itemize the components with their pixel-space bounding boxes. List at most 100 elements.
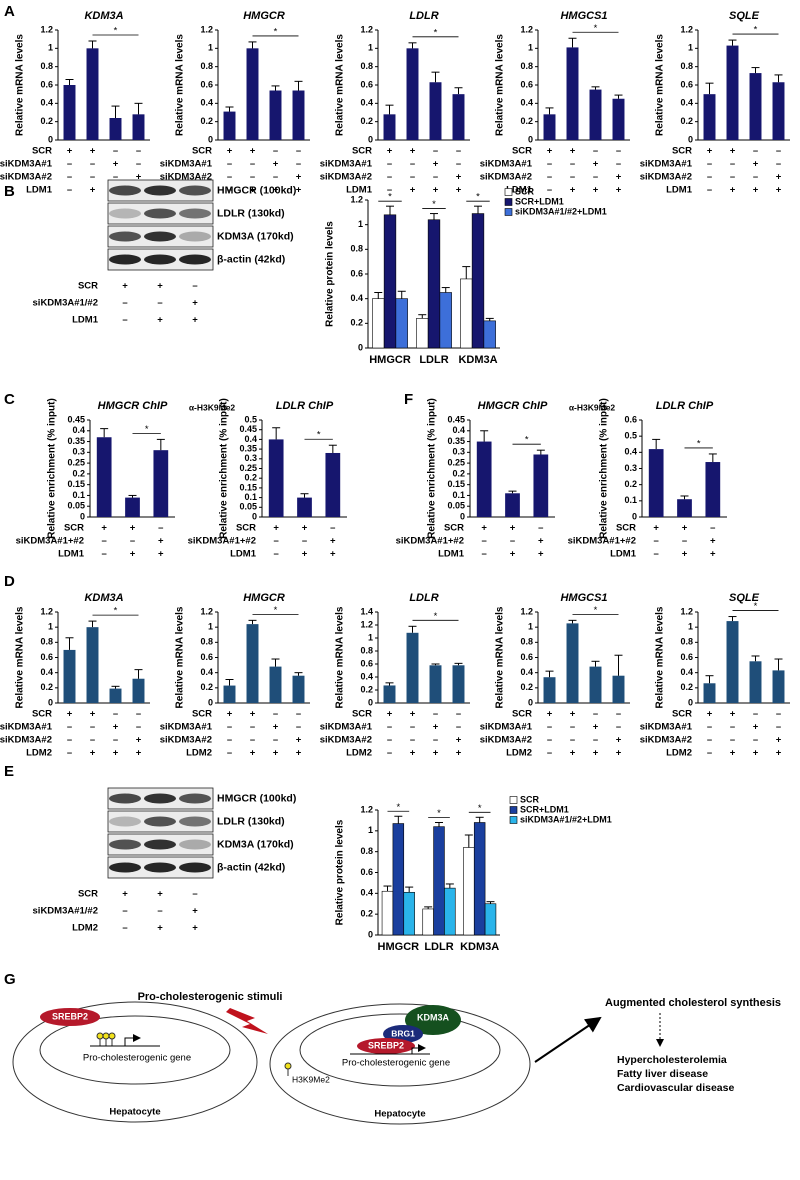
y-tick-label: 0.2	[452, 468, 465, 478]
antibody-label: α-H3K9Me2	[189, 402, 236, 412]
condition-mark: +	[616, 748, 622, 759]
y-tick-label: 0.4	[360, 98, 373, 108]
condition-label: siKDM3A#1	[480, 159, 533, 170]
condition-label: LDM2	[666, 748, 692, 759]
y-tick-label: 1.2	[680, 606, 693, 616]
y-tick-label: 0	[48, 697, 53, 707]
chart-title: LDLR ChIP	[276, 400, 334, 412]
y-tick-label: 0.4	[520, 98, 533, 108]
condition-label: siKDM3A#2	[160, 172, 212, 183]
condition-mark: +	[593, 748, 599, 759]
bar	[484, 903, 497, 936]
condition-mark: –	[547, 172, 552, 183]
bar	[383, 685, 396, 703]
condition-label: siKDM3A#1	[480, 722, 533, 733]
bar	[543, 677, 556, 703]
bar	[452, 665, 465, 703]
condition-mark: –	[433, 146, 438, 157]
y-tick-label: 0.6	[520, 79, 533, 89]
condition-mark: –	[387, 159, 392, 170]
significance: *	[754, 601, 758, 612]
condition-mark: –	[730, 159, 735, 170]
y-tick-label: 0.1	[624, 495, 637, 505]
condition-label: siKDM3A#1/#2	[33, 298, 98, 309]
panel-letter: A	[4, 3, 15, 20]
bar	[749, 73, 762, 140]
significance: *	[432, 199, 436, 210]
lightning	[226, 1008, 268, 1034]
bar	[109, 118, 122, 140]
blot-band	[109, 862, 141, 873]
y-tick-label: 1.2	[680, 24, 693, 34]
panel-letter: B	[4, 183, 15, 200]
y-tick-label: 1	[48, 43, 53, 53]
condition-mark: –	[753, 172, 758, 183]
bar	[268, 439, 284, 517]
condition-mark: +	[593, 185, 599, 196]
chart-title: LDLR	[409, 10, 438, 22]
y-tick-label: 1.2	[40, 24, 53, 34]
y-tick-label: 0.6	[624, 414, 637, 424]
diagram: SREBP2 Pro-cholesterogenic gene Hepatocy…	[12, 991, 781, 1125]
outcome-label: Augmented cholesterol synthesis	[605, 997, 781, 1009]
condition-mark: –	[296, 722, 301, 733]
condition-mark: –	[113, 709, 118, 720]
y-tick-label: 0.2	[40, 116, 53, 126]
y-tick-label: 0.35	[239, 443, 257, 453]
condition-mark: –	[730, 722, 735, 733]
condition-mark: –	[250, 172, 255, 183]
y-tick-label: 0.6	[680, 652, 693, 662]
panel-letter: E	[4, 763, 14, 780]
y-tick-label: 0	[528, 697, 533, 707]
condition-mark: +	[122, 281, 128, 292]
y-tick-label: 0.8	[40, 61, 53, 71]
condition-mark: +	[730, 748, 736, 759]
condition-label: siKDM3A#1	[0, 722, 53, 733]
bar	[483, 320, 496, 349]
bar	[63, 85, 76, 140]
condition-mark: –	[570, 159, 575, 170]
bar	[403, 891, 415, 936]
y-tick-label: 0.4	[200, 98, 213, 108]
condition-mark: +	[302, 549, 308, 560]
blot-label: β-actin (42kd)	[217, 861, 285, 873]
protein-label: KDM3A	[417, 1012, 450, 1022]
cell-label: Hepatocyte	[374, 1109, 425, 1120]
y-tick-label: 0.3	[244, 453, 257, 463]
condition-mark: +	[570, 748, 576, 759]
condition-mark: +	[250, 185, 256, 196]
condition-mark: –	[654, 536, 659, 547]
y-tick-label: 1.2	[360, 619, 373, 629]
y-tick-label: 0.25	[67, 457, 85, 467]
condition-mark: +	[250, 709, 256, 720]
bar	[433, 826, 445, 936]
condition-label: SCR	[672, 709, 692, 720]
condition-mark: –	[122, 315, 127, 326]
y-tick-label: 0.3	[624, 463, 637, 473]
chart-title: LDLR	[409, 592, 438, 604]
condition-mark: –	[330, 523, 335, 534]
y-tick-label: 0.8	[360, 61, 373, 71]
y-tick-label: 0.4	[452, 425, 465, 435]
y-axis-label: Relative mRNA levels	[655, 606, 666, 708]
condition-mark: +	[136, 748, 142, 759]
bar	[460, 278, 473, 349]
y-tick-label: 0.8	[520, 61, 533, 71]
condition-mark: +	[593, 159, 599, 170]
bar	[648, 449, 664, 517]
y-tick-label: 0	[368, 134, 373, 144]
condition-mark: +	[456, 735, 462, 746]
condition-mark: –	[433, 172, 438, 183]
condition-mark: –	[192, 889, 197, 900]
y-tick-label: 0.2	[680, 116, 693, 126]
condition-mark: –	[776, 159, 781, 170]
significance: *	[274, 605, 278, 616]
condition-mark: –	[90, 159, 95, 170]
condition-mark: –	[456, 146, 461, 157]
condition-mark: +	[433, 748, 439, 759]
condition-mark: +	[296, 185, 302, 196]
condition-mark: –	[102, 536, 107, 547]
y-tick-label: 0.4	[624, 447, 637, 457]
antibody-label: α-H3K9Me2	[569, 402, 616, 412]
bar	[476, 441, 492, 517]
